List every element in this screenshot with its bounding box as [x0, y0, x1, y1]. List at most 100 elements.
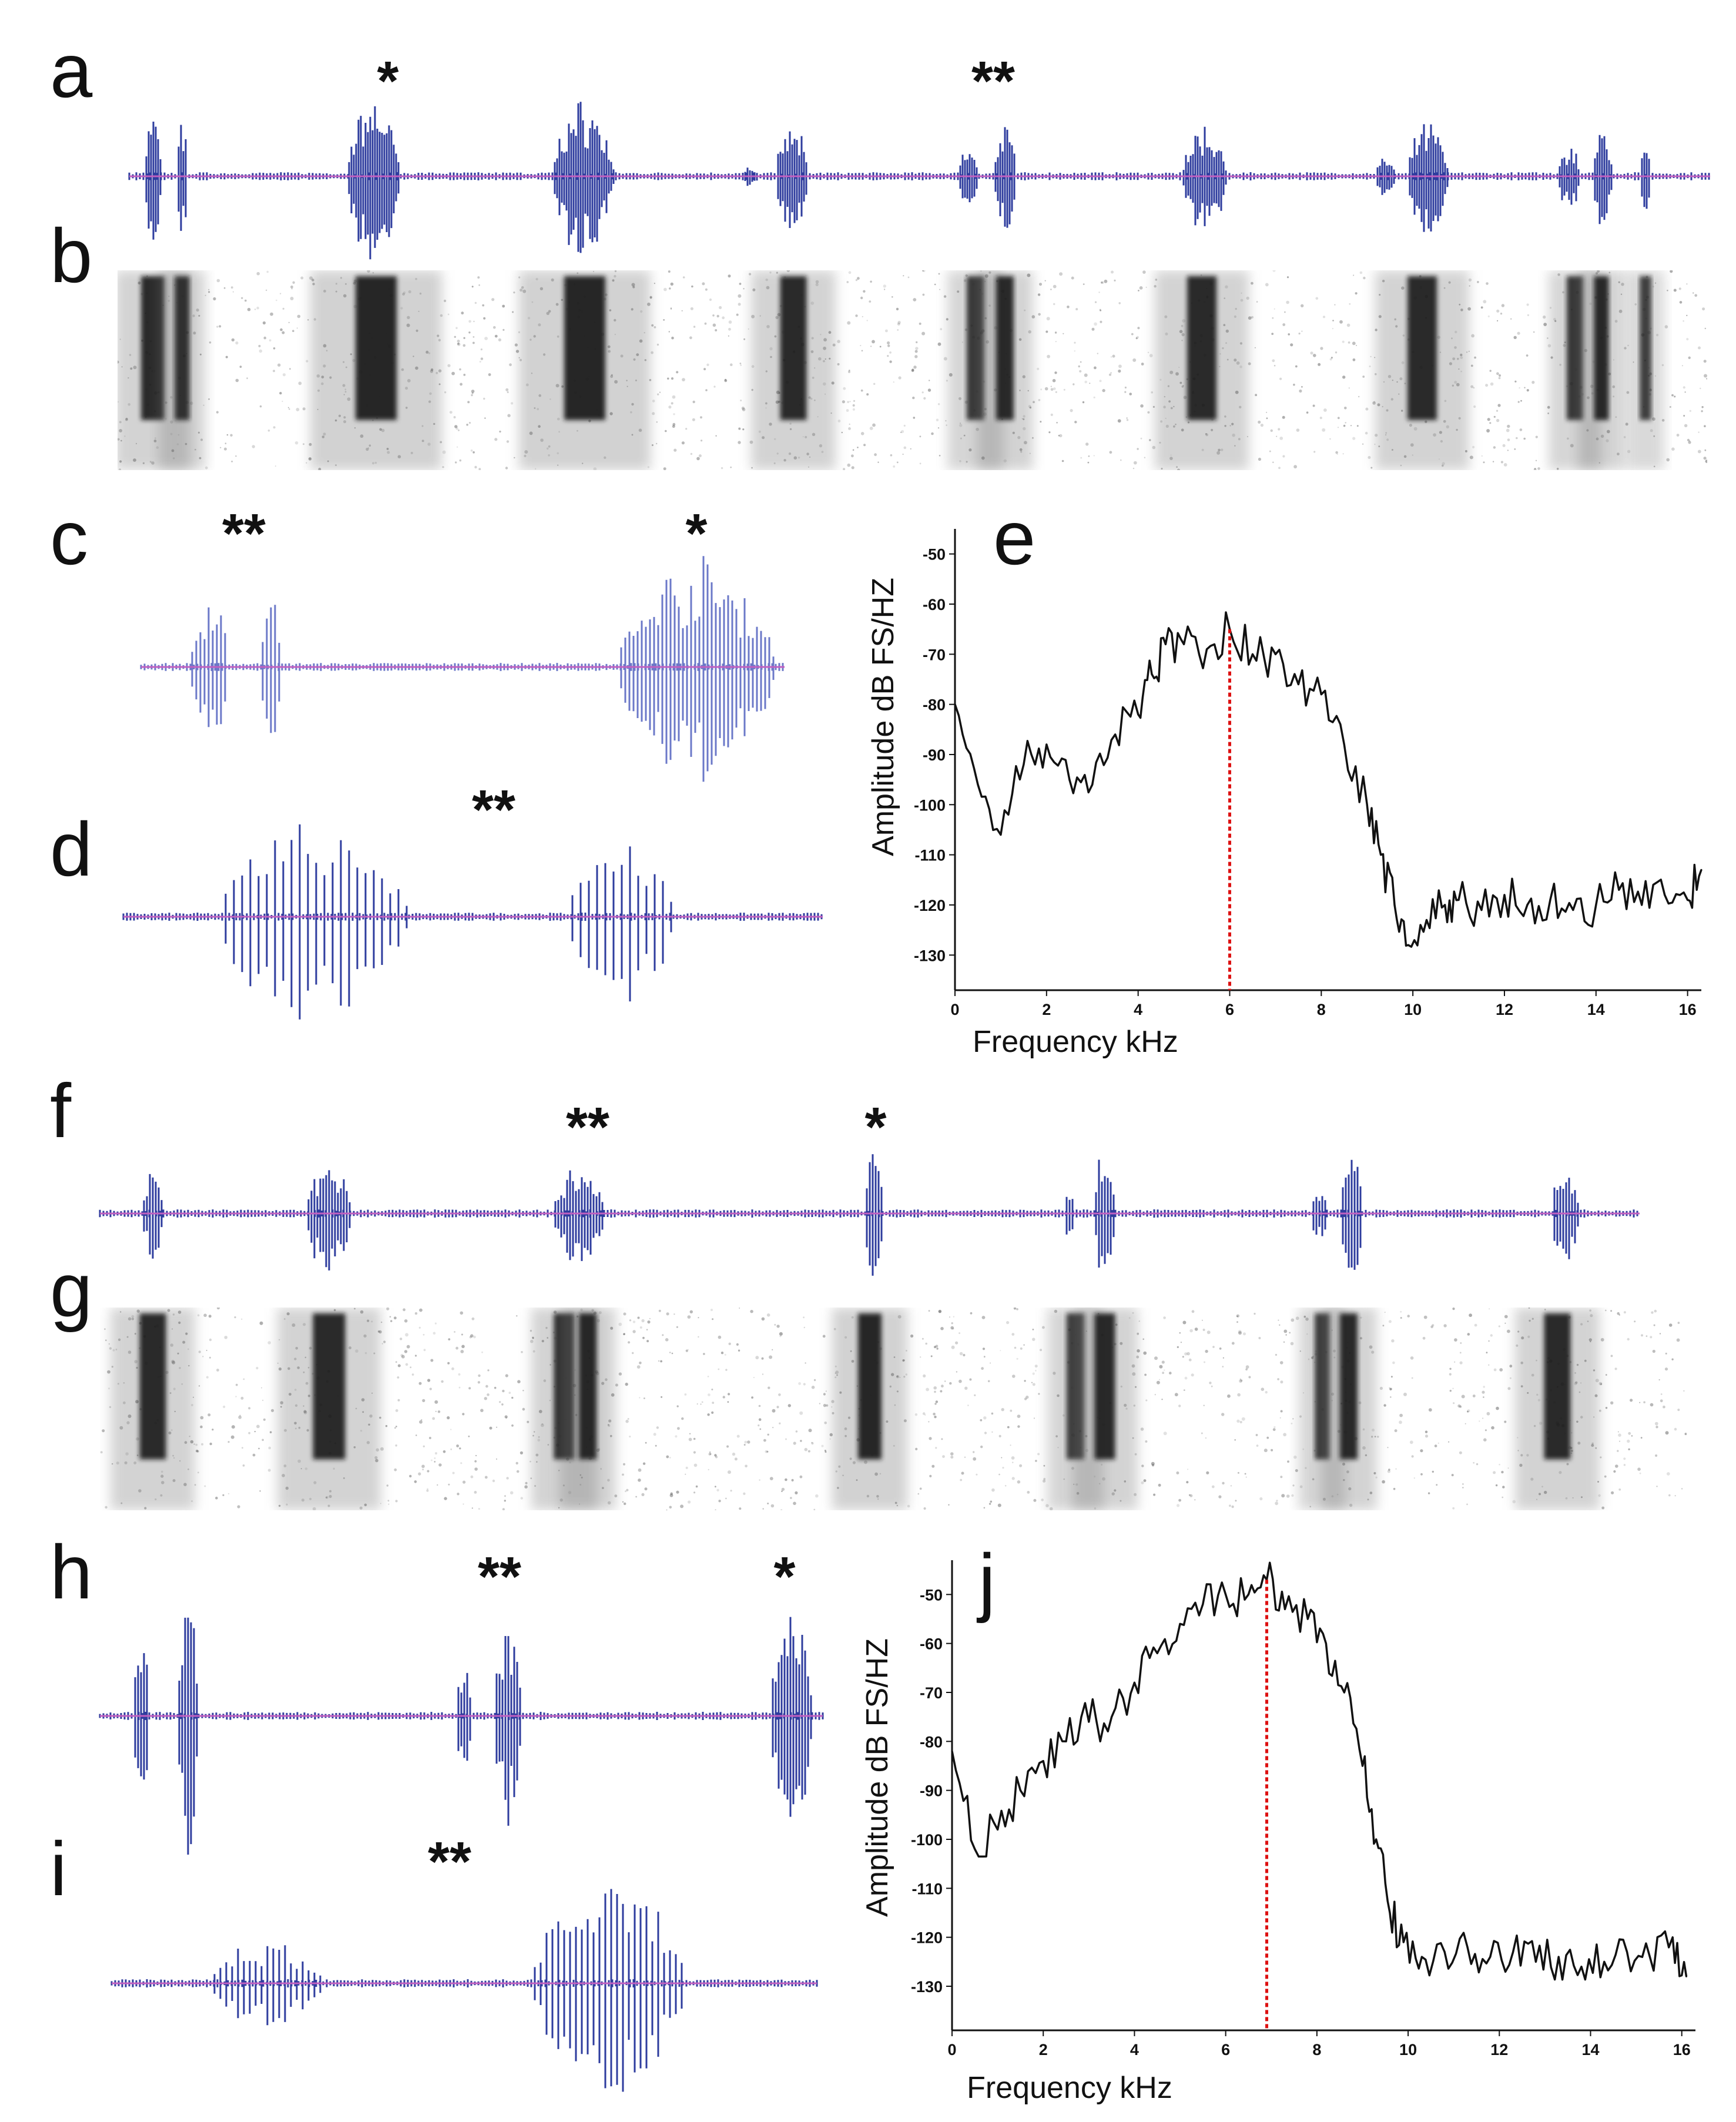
waveform-c	[140, 556, 785, 782]
x-axis-label-j: Frequency kHz	[967, 2071, 1172, 2105]
spectrum-data-point	[1111, 1716, 1113, 1718]
waveform-a	[128, 102, 1710, 260]
spectrum-data-point	[1700, 869, 1703, 871]
spectrum-data-point	[1225, 1593, 1227, 1595]
y-tick-label: -50	[920, 1586, 943, 1604]
spectrum-data-point	[1297, 683, 1299, 686]
spec-b-band	[1640, 276, 1651, 420]
x-tick-label: 14	[1587, 1001, 1605, 1018]
spectrogram-g	[100, 1308, 1687, 1510]
spectrum-data-point	[1045, 743, 1048, 746]
spectrum-data-point	[1114, 733, 1117, 736]
spectrum-data-point	[1042, 1760, 1044, 1762]
wave-d-bursts	[122, 824, 823, 1020]
spec-g-band	[1340, 1313, 1358, 1460]
spectrum-data-point	[1687, 899, 1689, 901]
spectrum-data-point	[1274, 653, 1276, 655]
spectrum-chart-e: Frequency kHz Amplitude dB FS/HZ 0 2 4 6 8 10…	[866, 529, 1703, 1059]
spec-g-band	[579, 1313, 596, 1460]
y-tick-label: -50	[923, 546, 946, 564]
spectrum-data-point	[977, 783, 979, 786]
panel-label-i: i	[50, 1826, 67, 1912]
spectrum-data-point	[1065, 1740, 1067, 1742]
spec-b-band	[996, 276, 1014, 420]
spectrum-data-point	[1626, 1951, 1628, 1953]
spectrum-data-point	[1580, 1966, 1583, 1968]
spec-g-band	[313, 1313, 346, 1460]
spec-b-band	[175, 276, 190, 420]
spectrum-data-point	[1306, 1618, 1309, 1620]
y-tick-label: -120	[914, 897, 946, 914]
panel-label-d: d	[50, 806, 92, 892]
panel-label-j: j	[976, 1538, 996, 1624]
x-tick-label: 6	[1225, 1001, 1234, 1018]
spectrum-data-point	[1512, 1951, 1514, 1953]
panel-label-f: f	[50, 1068, 72, 1154]
y-tick-label: -100	[914, 796, 946, 814]
x-tick-label: 2	[1042, 1001, 1051, 1018]
y-tick-label: -70	[920, 1684, 943, 1702]
spec-b-band	[564, 276, 605, 420]
x-tick-label: 2	[1039, 2041, 1048, 2059]
y-tick-label: -110	[914, 847, 946, 864]
spec-g-band	[858, 1313, 882, 1460]
panel-label-g: g	[50, 1247, 92, 1333]
wave-c-bursts	[140, 556, 784, 782]
y-tick-label: -80	[923, 696, 946, 714]
annotation-double-h: **	[478, 1546, 521, 1608]
spectrum-data-point	[1343, 743, 1345, 746]
annotation-single-f: *	[865, 1096, 887, 1158]
panel-label-a: a	[50, 28, 93, 113]
spectrum-series-line	[951, 1561, 1688, 1981]
spectrum-series-line	[954, 611, 1703, 948]
spectrum-data-point	[1426, 919, 1428, 921]
spectrum-data-point	[1156, 1652, 1158, 1654]
annotation-double-c: **	[222, 502, 266, 565]
spectrum-data-point	[1407, 944, 1409, 946]
spectrum-data-point	[1137, 713, 1140, 716]
x-tick-label: 0	[947, 2041, 956, 2059]
spectrum-data-point	[1402, 1941, 1405, 1943]
spectrum-data-point	[997, 1828, 999, 1831]
spectrum-data-point	[1671, 1936, 1674, 1939]
annotation-single-h: *	[774, 1546, 796, 1608]
spectrum-chart-j: Frequency kHz Amplitude dB FS/HZ 0 2 4 6 8 10…	[860, 1560, 1695, 2105]
wave-i-bursts	[110, 1889, 818, 2092]
spectrum-data-point	[1420, 1956, 1423, 1958]
spectrogram-b	[118, 270, 1707, 470]
spectrum-data-point	[1206, 648, 1208, 651]
spectrum-data-point	[1380, 854, 1382, 856]
spec-g-band	[1094, 1313, 1115, 1460]
spectrum-data-point	[1503, 894, 1506, 896]
spectrum-data-point	[1648, 1956, 1651, 1958]
wave-f-bursts	[99, 1154, 1638, 1276]
x-tick-label: 4	[1130, 2041, 1139, 2059]
spectrum-data-point	[1247, 1593, 1249, 1595]
spectrum-data-point	[1557, 1956, 1560, 1958]
spectrum-data-point	[1444, 904, 1446, 906]
spectrum-data-point	[1457, 899, 1460, 901]
x-tick-label: 16	[1679, 1001, 1697, 1018]
spectrum-data-point	[1572, 909, 1574, 911]
spectrum-data-point	[1664, 894, 1666, 896]
y-tick-label: -90	[920, 1782, 943, 1800]
spectrum-data-point	[1088, 1721, 1090, 1723]
spectrum-data-point	[1000, 833, 1002, 836]
spectrum-data-point	[1375, 1838, 1378, 1841]
spectrum-data-point	[1618, 889, 1620, 891]
panel-label-c: c	[50, 495, 88, 581]
annotation-double-a: **	[971, 50, 1015, 112]
wave-a-bursts	[128, 102, 1710, 260]
spectrum-data-point	[1091, 783, 1094, 786]
x-tick-label: 4	[1134, 1001, 1142, 1018]
spectrum-data-point	[1320, 693, 1322, 696]
spectrum-data-point	[1164, 643, 1167, 645]
spectrum-data-point	[1641, 904, 1643, 906]
waveform-h	[99, 1617, 824, 1855]
spec-b-band	[1407, 276, 1437, 420]
waveform-d	[122, 824, 823, 1020]
y-tick-label: -60	[920, 1635, 943, 1653]
spectrum-data-point	[1393, 904, 1396, 906]
